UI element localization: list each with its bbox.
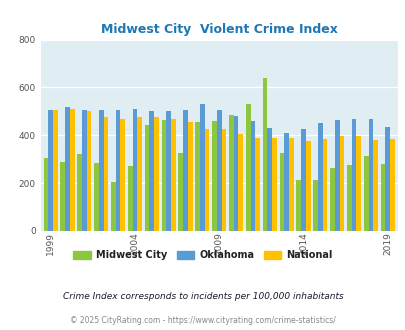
Bar: [171, 118, 175, 231]
Bar: [115, 110, 120, 231]
Bar: [372, 140, 377, 231]
Bar: [43, 158, 48, 231]
Bar: [346, 165, 351, 231]
Bar: [228, 115, 233, 231]
Bar: [250, 121, 255, 231]
Bar: [200, 104, 204, 231]
Bar: [216, 110, 221, 231]
Bar: [82, 110, 87, 231]
Bar: [132, 109, 137, 231]
Legend: Midwest City, Oklahoma, National: Midwest City, Oklahoma, National: [69, 246, 336, 264]
Bar: [329, 168, 334, 231]
Bar: [212, 121, 216, 231]
Bar: [48, 110, 53, 231]
Bar: [65, 107, 70, 231]
Bar: [178, 153, 183, 231]
Bar: [351, 118, 356, 231]
Bar: [284, 133, 288, 231]
Bar: [245, 104, 250, 231]
Bar: [288, 138, 293, 231]
Bar: [255, 138, 259, 231]
Bar: [111, 182, 115, 231]
Bar: [120, 118, 125, 231]
Bar: [137, 117, 142, 231]
Bar: [145, 124, 149, 231]
Bar: [204, 129, 209, 231]
Bar: [128, 166, 132, 231]
Bar: [279, 153, 283, 231]
Bar: [313, 180, 317, 231]
Bar: [103, 117, 108, 231]
Bar: [195, 122, 200, 231]
Bar: [183, 110, 188, 231]
Bar: [70, 109, 75, 231]
Bar: [296, 180, 301, 231]
Bar: [233, 116, 238, 231]
Bar: [301, 129, 305, 231]
Bar: [87, 112, 91, 231]
Bar: [305, 141, 310, 231]
Bar: [60, 162, 65, 231]
Bar: [94, 163, 99, 231]
Bar: [99, 110, 103, 231]
Bar: [339, 137, 343, 231]
Bar: [389, 139, 394, 231]
Bar: [363, 156, 368, 231]
Bar: [368, 118, 372, 231]
Bar: [384, 127, 389, 231]
Bar: [334, 120, 339, 231]
Bar: [188, 122, 192, 231]
Bar: [267, 128, 271, 231]
Bar: [238, 134, 243, 231]
Text: © 2025 CityRating.com - https://www.cityrating.com/crime-statistics/: © 2025 CityRating.com - https://www.city…: [70, 316, 335, 325]
Bar: [271, 138, 276, 231]
Text: Crime Index corresponds to incidents per 100,000 inhabitants: Crime Index corresponds to incidents per…: [62, 292, 343, 301]
Bar: [380, 164, 384, 231]
Bar: [322, 139, 326, 231]
Title: Midwest City  Violent Crime Index: Midwest City Violent Crime Index: [100, 23, 337, 36]
Bar: [149, 112, 154, 231]
Bar: [317, 123, 322, 231]
Bar: [221, 129, 226, 231]
Bar: [154, 117, 158, 231]
Bar: [262, 78, 267, 231]
Bar: [166, 112, 171, 231]
Bar: [356, 137, 360, 231]
Bar: [161, 120, 166, 231]
Bar: [53, 110, 58, 231]
Bar: [77, 154, 82, 231]
